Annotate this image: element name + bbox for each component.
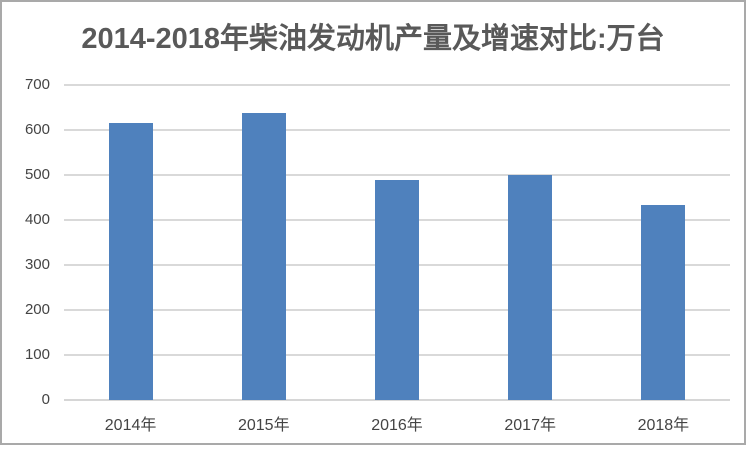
gridline-500: [64, 174, 730, 176]
plot-area: 0 100 200 300 400 500 600 700 2014年 2015年 2016年 201…: [2, 2, 744, 443]
y-axis-tick-label: 300: [24, 256, 50, 273]
x-axis-line: [64, 399, 730, 401]
y-axis-tick-label: 100: [24, 346, 50, 363]
bar-2014年: [108, 123, 153, 400]
x-axis-label: 2015年: [237, 417, 290, 434]
y-axis-tick-label: 200: [24, 301, 50, 318]
y-axis-tick-label: 400: [24, 211, 50, 228]
gridline-600: [64, 129, 730, 131]
bar-2015年: [241, 112, 286, 400]
chart-frame: 2014-2018年柴油发动机产量及增速对比:万台 0 100 200 300 400 5…: [0, 0, 746, 445]
bar-2018年: [641, 205, 686, 400]
y-axis-tick-label: 500: [24, 166, 50, 183]
bar-2017年: [508, 175, 553, 400]
y-axis-tick-label: 600: [24, 121, 50, 138]
x-axis-label: 2018年: [637, 417, 690, 434]
y-axis-tick-label: 700: [24, 76, 50, 93]
x-axis-label: 2017年: [504, 417, 556, 434]
x-axis-label: 2016年: [371, 417, 423, 434]
gridline-700: [64, 84, 730, 86]
y-axis-tick-label: 0: [41, 391, 50, 408]
x-axis-label: 2014年: [104, 417, 157, 434]
chart-title: 2014-2018年柴油发动机产量及增速对比:万台: [81, 23, 665, 55]
bar-2016年: [375, 179, 419, 400]
